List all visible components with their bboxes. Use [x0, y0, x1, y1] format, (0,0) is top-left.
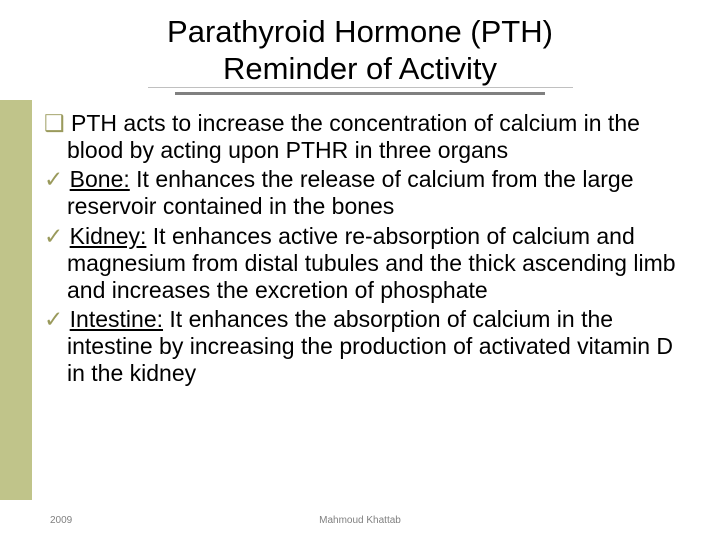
- left-accent-bar: [0, 100, 32, 500]
- bullet-heading: Bone:: [70, 166, 130, 192]
- bullet-kidney: ✓ Kidney: It enhances active re-absorpti…: [44, 223, 694, 304]
- title-underline-light: [148, 87, 573, 88]
- title-underline-dark: [175, 92, 545, 95]
- check-bullet-icon: ✓: [44, 306, 63, 332]
- bullet-text: PTH acts to increase the concentration o…: [67, 110, 640, 163]
- title-line-2: Reminder of Activity: [90, 51, 630, 88]
- bullet-heading: Intestine:: [70, 306, 163, 332]
- bullet-text: It enhances active re-absorption of calc…: [67, 223, 676, 303]
- title-line-1: Parathyroid Hormone (PTH): [90, 14, 630, 51]
- bullet-heading: Kidney:: [70, 223, 147, 249]
- check-bullet-icon: ✓: [44, 166, 63, 192]
- slide: Parathyroid Hormone (PTH) Reminder of Ac…: [0, 0, 720, 540]
- bullet-intestine: ✓ Intestine: It enhances the absorption …: [44, 306, 694, 387]
- footer-center: Mahmoud Khattab: [0, 515, 720, 526]
- check-bullet-icon: ✓: [44, 223, 63, 249]
- bullet-intro: ❑ PTH acts to increase the concentration…: [44, 110, 694, 164]
- title-block: Parathyroid Hormone (PTH) Reminder of Ac…: [90, 14, 630, 95]
- bullet-bone: ✓ Bone: It enhances the release of calci…: [44, 166, 694, 220]
- square-bullet-icon: ❑: [44, 110, 65, 136]
- body-text: ❑ PTH acts to increase the concentration…: [44, 110, 694, 389]
- bullet-text: It enhances the release of calcium from …: [67, 166, 634, 219]
